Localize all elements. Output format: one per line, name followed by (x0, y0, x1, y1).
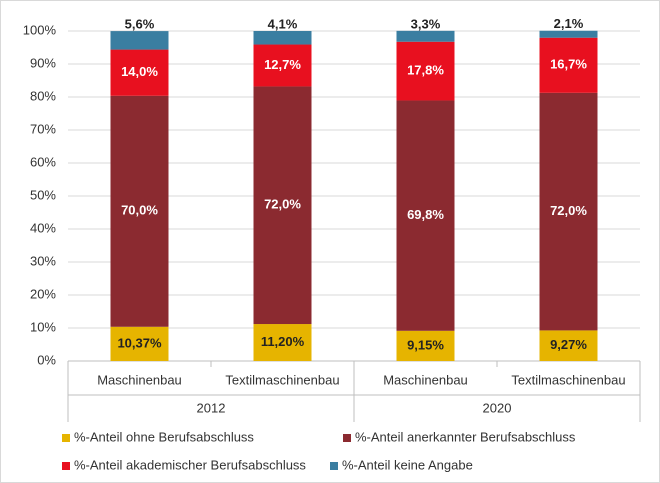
bar-segment (110, 49, 169, 96)
y-tick-label: 50% (30, 187, 56, 202)
value-label: 2,1% (554, 16, 584, 31)
value-label: 9,27% (550, 337, 587, 352)
value-label: 3,3% (411, 16, 441, 31)
bar-segment (539, 330, 598, 361)
legend-label: %-Anteil akademischer Berufsabschluss (74, 457, 306, 472)
bar-segment (396, 330, 455, 361)
y-tick-label: 10% (30, 319, 56, 334)
legend-swatch (62, 462, 70, 470)
y-tick-label: 30% (30, 253, 56, 268)
y-tick-label: 60% (30, 154, 56, 169)
value-label: 70,0% (121, 203, 158, 218)
value-label: 69,8% (407, 207, 444, 222)
value-label: 9,15% (407, 337, 444, 352)
bar-segment (110, 326, 169, 361)
bar-segment (253, 44, 312, 87)
value-label: 11,20% (261, 334, 305, 349)
bar-segment (110, 95, 169, 327)
y-tick-label: 70% (30, 121, 56, 136)
bar-segment (539, 92, 598, 331)
bar-segment (539, 37, 598, 93)
bar-segment (253, 86, 312, 325)
legend-label: %-Anteil keine Angabe (342, 457, 473, 472)
value-label: 5,6% (125, 17, 155, 32)
value-label: 12,7% (264, 57, 301, 72)
value-label: 16,7% (550, 57, 587, 72)
group-label: 2012 (197, 400, 226, 415)
x-tick-label: Maschinenbau (97, 372, 182, 387)
bar-segment (396, 100, 455, 331)
value-label: 10,37% (117, 335, 162, 350)
bar-segment (253, 31, 312, 45)
value-label: 17,8% (407, 63, 444, 78)
group-label: 2020 (483, 400, 512, 415)
x-tick-label: Maschinenbau (383, 372, 468, 387)
bar-segment (396, 41, 455, 101)
y-tick-label: 100% (23, 22, 57, 37)
bar-segment (253, 324, 312, 361)
x-tick-label: Textilmaschinenbau (225, 372, 339, 387)
legend-label: %-Anteil ohne Berufsabschluss (74, 429, 254, 444)
legend-swatch (330, 462, 338, 470)
value-label: 72,0% (264, 197, 301, 212)
legend-label: %-Anteil anerkannter Berufsabschluss (355, 429, 576, 444)
bar-segment (110, 31, 169, 50)
bar-segment (396, 30, 455, 42)
y-tick-label: 40% (30, 220, 56, 235)
x-tick-label: Textilmaschinenbau (511, 372, 625, 387)
value-label: 4,1% (268, 16, 298, 31)
value-label: 14,0% (121, 64, 158, 79)
bar-segment (539, 30, 598, 38)
legend-swatch (343, 434, 351, 442)
y-tick-label: 90% (30, 55, 56, 70)
legend-swatch (62, 434, 70, 442)
y-tick-label: 80% (30, 88, 56, 103)
y-tick-label: 0% (37, 352, 56, 367)
y-tick-label: 20% (30, 286, 56, 301)
value-label: 72,0% (550, 203, 587, 218)
